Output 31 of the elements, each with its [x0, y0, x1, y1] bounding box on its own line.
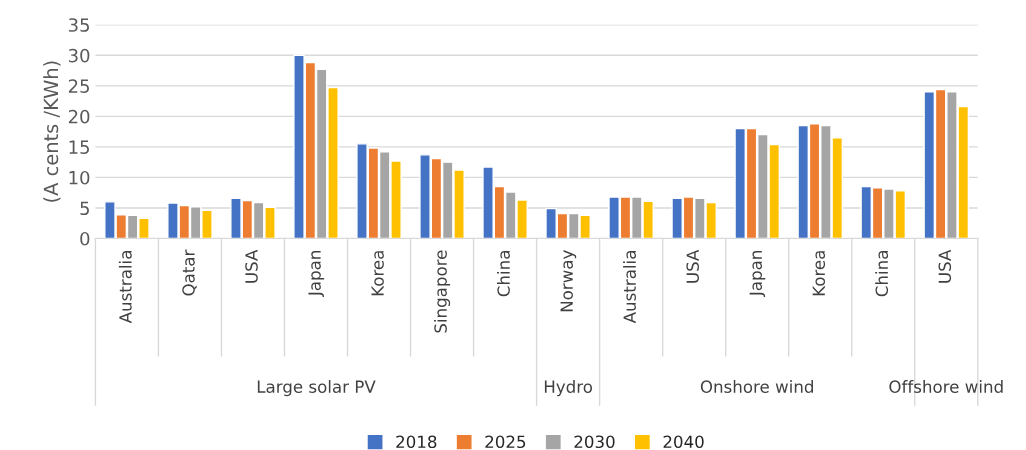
y-axis-title: (A cents /KWh) — [43, 61, 61, 202]
y-tick-label: 20 — [68, 109, 90, 124]
x-tick-label: Qatar — [182, 249, 197, 296]
text: Offshore wind — [889, 380, 1003, 393]
x-tick-label: Singapore — [433, 250, 451, 333]
x-tick-label: Australia — [623, 251, 636, 324]
text: Onshore wind — [700, 380, 813, 393]
x-tick-label: China — [875, 251, 889, 297]
x-tick-label: Korea — [371, 251, 384, 296]
legend-label: 2025 — [485, 435, 526, 449]
x-tick-label: Japan — [749, 251, 766, 297]
x-tick-label: USA — [245, 249, 258, 283]
x-tick-label: Korea — [812, 251, 826, 296]
text: Large solar PV — [257, 380, 376, 397]
y-tick-label: 25 — [68, 79, 89, 93]
legend-label: 2040 — [663, 435, 704, 449]
x-tick-label: Norway — [560, 250, 577, 312]
y-tick-label: 10 — [69, 170, 90, 185]
x-tick-label: USA — [938, 249, 952, 283]
text: Hydro — [544, 380, 593, 397]
x-tick-label: Japan — [308, 251, 325, 297]
x-tick-label: China — [497, 251, 510, 297]
y-tick-label: 5 — [80, 201, 89, 216]
y-tick-label: 0 — [80, 231, 90, 246]
x-tick-label: USA — [686, 249, 699, 283]
legend-label: 2018 — [396, 435, 437, 449]
y-tick-label: 30 — [68, 48, 90, 63]
legend-label: 2030 — [574, 435, 615, 449]
y-tick-label: 15 — [69, 140, 89, 155]
y-tick-label: 35 — [68, 18, 89, 32]
x-tick-label: Australia — [118, 251, 132, 324]
